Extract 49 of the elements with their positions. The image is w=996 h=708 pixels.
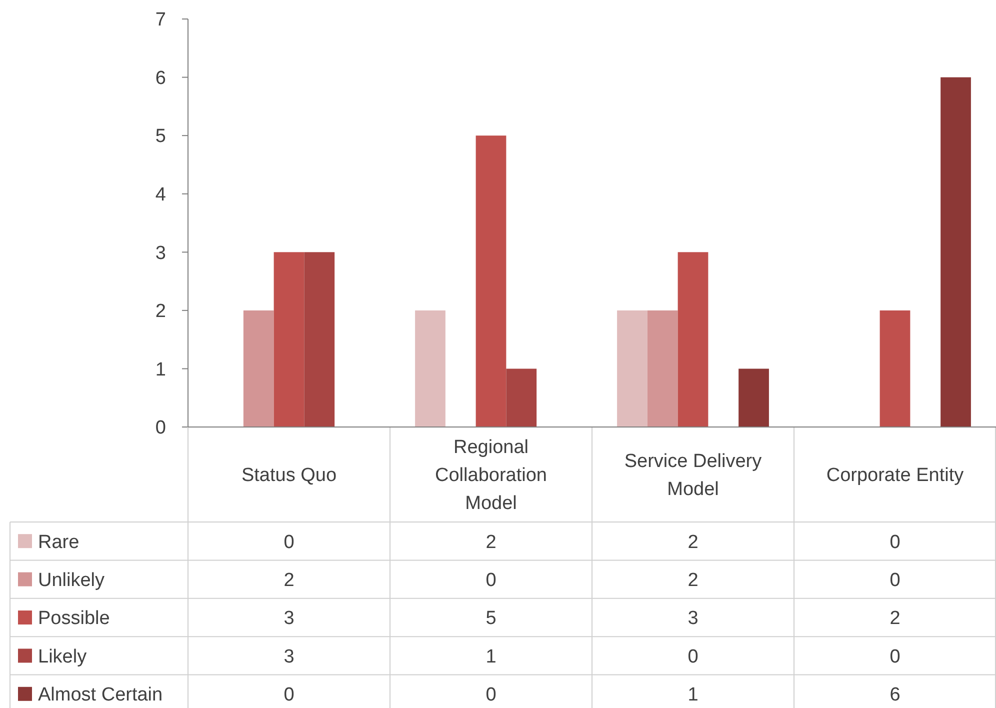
data-label: 2 bbox=[890, 608, 900, 630]
bar bbox=[274, 252, 304, 427]
data-label: 6 bbox=[890, 684, 900, 706]
bar bbox=[304, 252, 335, 427]
x-tick-label: Service Delivery Model bbox=[624, 451, 762, 500]
y-tick-label: 2 bbox=[155, 301, 166, 322]
y-tick-label: 7 bbox=[155, 10, 166, 31]
y-tick-label: 5 bbox=[155, 126, 166, 148]
y-tick-label: 4 bbox=[155, 184, 166, 206]
data-label: 2 bbox=[486, 532, 496, 553]
data-label: 0 bbox=[284, 684, 294, 706]
data-label: 0 bbox=[486, 570, 496, 591]
bar bbox=[647, 310, 678, 427]
data-label: 1 bbox=[486, 646, 496, 668]
bar bbox=[617, 310, 648, 427]
y-tick-label: 0 bbox=[155, 418, 166, 439]
x-tick-label: Status Quo bbox=[241, 465, 337, 486]
legend-label: Rare bbox=[38, 532, 80, 553]
data-label: 3 bbox=[688, 608, 698, 630]
data-label: 0 bbox=[486, 684, 496, 706]
data-label: 0 bbox=[890, 570, 900, 591]
y-tick-label: 1 bbox=[155, 359, 166, 380]
legend-label: Almost Certain bbox=[38, 684, 163, 706]
data-label: 3 bbox=[284, 646, 294, 668]
bar bbox=[243, 310, 274, 427]
data-label: 2 bbox=[688, 532, 698, 553]
data-label: 2 bbox=[688, 570, 698, 591]
legend-label: Possible bbox=[38, 608, 110, 630]
data-label: 0 bbox=[284, 532, 294, 553]
data-label: 3 bbox=[284, 608, 294, 630]
bar bbox=[880, 310, 910, 427]
bar bbox=[738, 368, 769, 427]
data-label: 2 bbox=[284, 570, 294, 591]
x-tick-label: Regional Collaboration Model bbox=[435, 437, 547, 514]
bar bbox=[415, 310, 446, 427]
data-label: 1 bbox=[688, 684, 698, 706]
bar bbox=[506, 368, 537, 427]
data-label: 5 bbox=[486, 608, 496, 630]
bar bbox=[940, 77, 971, 427]
data-label: 0 bbox=[890, 532, 900, 553]
legend-label: Unlikely bbox=[38, 570, 106, 591]
y-tick-label: 3 bbox=[155, 242, 166, 264]
x-tick-label: Corporate Entity bbox=[826, 465, 964, 486]
bar bbox=[678, 252, 708, 427]
data-label: 0 bbox=[890, 646, 900, 668]
data-label: 0 bbox=[688, 646, 698, 668]
legend-label: Likely bbox=[38, 646, 88, 668]
bar bbox=[476, 136, 506, 427]
y-tick-label: 6 bbox=[155, 68, 166, 89]
